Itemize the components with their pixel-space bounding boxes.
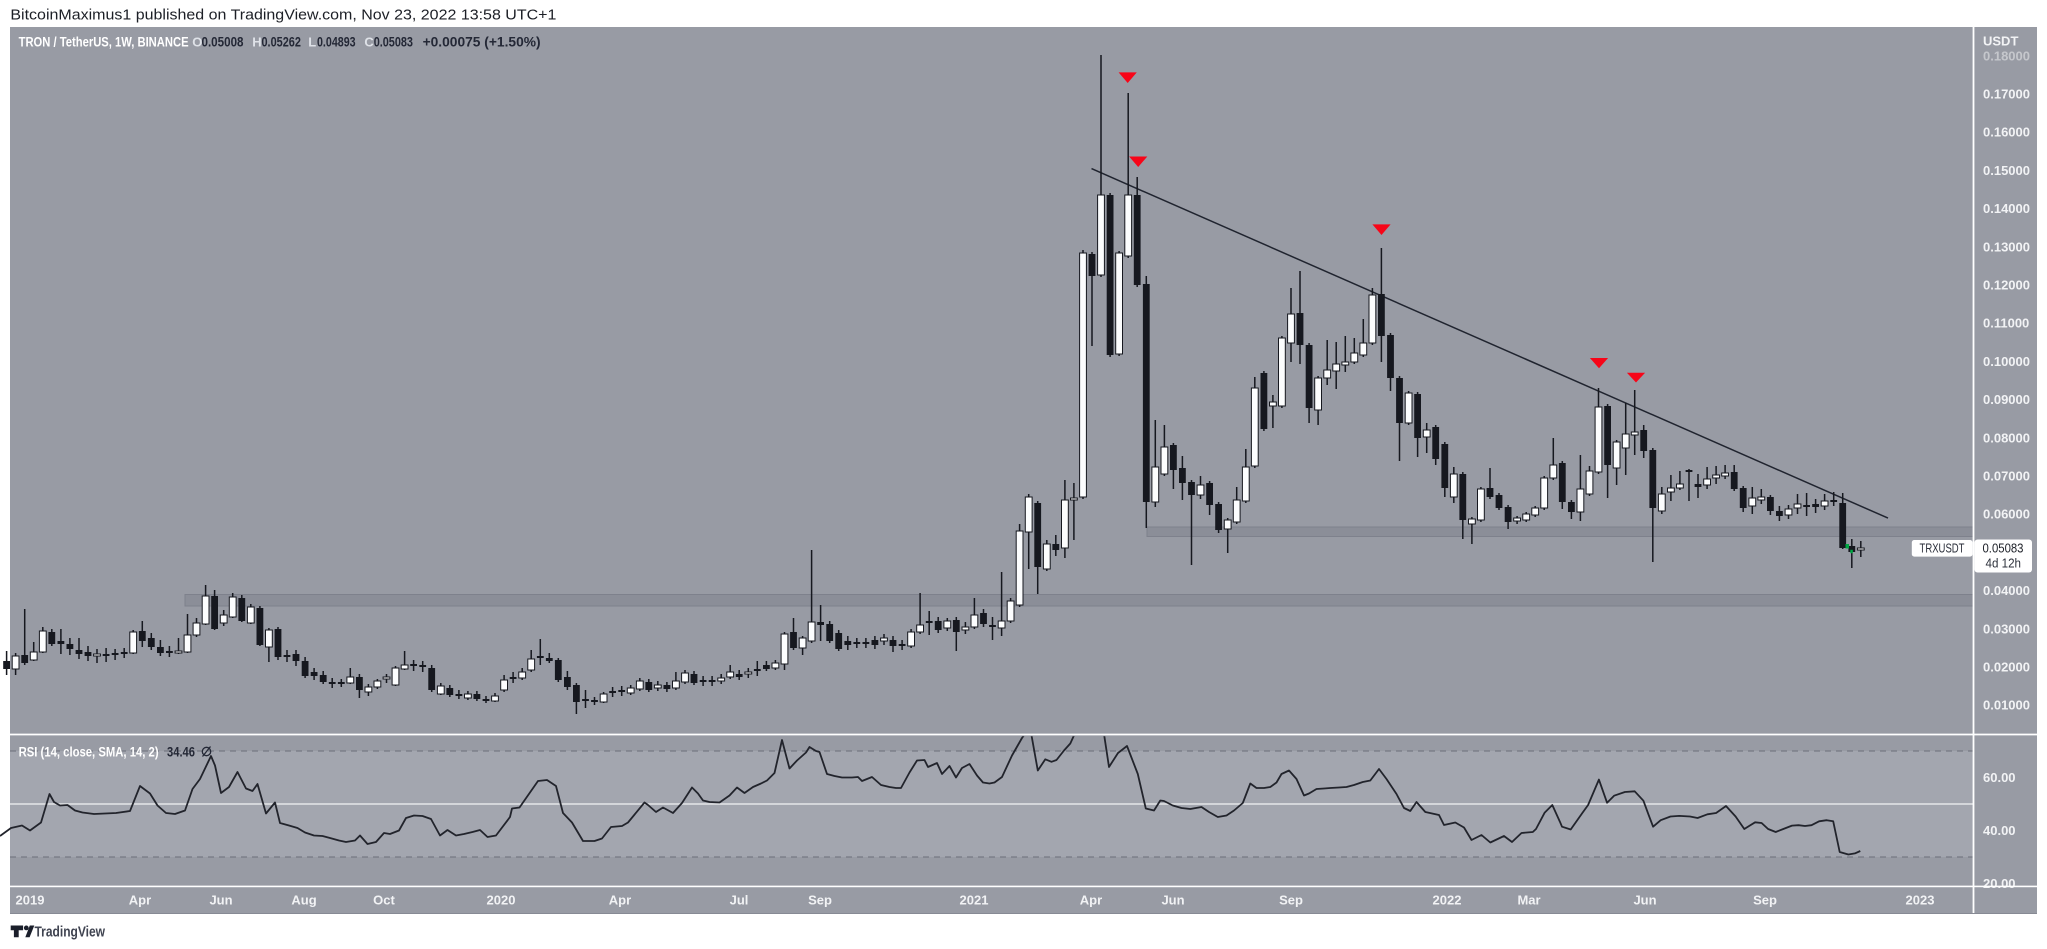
- svg-text:0.17000: 0.17000: [1983, 87, 2030, 102]
- svg-text:+0.00075 (+1.50%): +0.00075 (+1.50%): [423, 34, 541, 49]
- svg-text:BitcoinMaximus1 published on T: BitcoinMaximus1 published on TradingView…: [10, 8, 556, 24]
- svg-text:O: O: [192, 34, 202, 49]
- svg-text:TradingView: TradingView: [35, 924, 106, 941]
- svg-text:Apr: Apr: [609, 893, 631, 908]
- svg-text:2023: 2023: [1906, 893, 1935, 908]
- svg-text:L: L: [308, 34, 316, 49]
- svg-text:Apr: Apr: [1080, 893, 1102, 908]
- svg-text:0.12000: 0.12000: [1983, 278, 2030, 293]
- svg-text:0.04893: 0.04893: [317, 34, 356, 49]
- svg-text:0.08000: 0.08000: [1983, 430, 2030, 445]
- svg-text:0.05008: 0.05008: [202, 34, 244, 49]
- svg-text:Jun: Jun: [1161, 893, 1184, 908]
- svg-text:2020: 2020: [487, 893, 516, 908]
- svg-text:USDT: USDT: [1983, 34, 2018, 49]
- svg-text:Jun: Jun: [1633, 893, 1656, 908]
- svg-text:0.11000: 0.11000: [1983, 316, 2029, 331]
- svg-text:0.04000: 0.04000: [1983, 583, 2030, 598]
- svg-text:0.18000: 0.18000: [1983, 48, 2030, 63]
- svg-text:Aug: Aug: [291, 893, 316, 908]
- svg-text:0.05083: 0.05083: [1983, 540, 2024, 555]
- svg-text:RSI (14, close, SMA, 14, 2): RSI (14, close, SMA, 14, 2): [19, 744, 159, 759]
- svg-text:Sep: Sep: [1753, 893, 1777, 908]
- svg-text:0.03000: 0.03000: [1983, 621, 2030, 636]
- svg-text:Jul: Jul: [730, 893, 749, 908]
- svg-text:0.16000: 0.16000: [1983, 125, 2030, 140]
- svg-text:Sep: Sep: [808, 893, 832, 908]
- svg-text:0.02000: 0.02000: [1983, 660, 2030, 675]
- svg-text:Oct: Oct: [373, 893, 395, 908]
- svg-text:TRXUSDT: TRXUSDT: [1920, 541, 1965, 555]
- svg-text:0.07000: 0.07000: [1983, 469, 2030, 484]
- svg-text:Jun: Jun: [209, 893, 232, 908]
- svg-text:0.05262: 0.05262: [262, 34, 301, 49]
- svg-text:0.10000: 0.10000: [1983, 354, 2030, 369]
- svg-text:60.00: 60.00: [1983, 770, 2016, 785]
- svg-text:20.00: 20.00: [1983, 876, 2016, 891]
- svg-text:2019: 2019: [16, 893, 45, 908]
- svg-text:4d 12h: 4d 12h: [1986, 556, 2022, 571]
- svg-text:2021: 2021: [960, 893, 989, 908]
- svg-text:Sep: Sep: [1279, 893, 1303, 908]
- svg-text:0.15000: 0.15000: [1983, 163, 2030, 178]
- svg-text:40.00: 40.00: [1983, 823, 2016, 838]
- svg-text:2022: 2022: [1433, 893, 1462, 908]
- svg-text:C: C: [364, 34, 374, 49]
- svg-text:Mar: Mar: [1517, 893, 1540, 908]
- svg-text:0.05083: 0.05083: [374, 34, 414, 49]
- svg-text:0.13000: 0.13000: [1983, 239, 2030, 254]
- svg-text:0.09000: 0.09000: [1983, 392, 2030, 407]
- svg-text:Apr: Apr: [129, 893, 151, 908]
- svg-text:H: H: [252, 34, 261, 49]
- svg-text:0.01000: 0.01000: [1983, 698, 2030, 713]
- svg-text:0.06000: 0.06000: [1983, 507, 2030, 522]
- svg-text:0.14000: 0.14000: [1983, 201, 2030, 216]
- svg-text:34.46: 34.46: [167, 744, 195, 759]
- svg-text:TRON / TetherUS, 1W, BINANCE: TRON / TetherUS, 1W, BINANCE: [19, 34, 189, 49]
